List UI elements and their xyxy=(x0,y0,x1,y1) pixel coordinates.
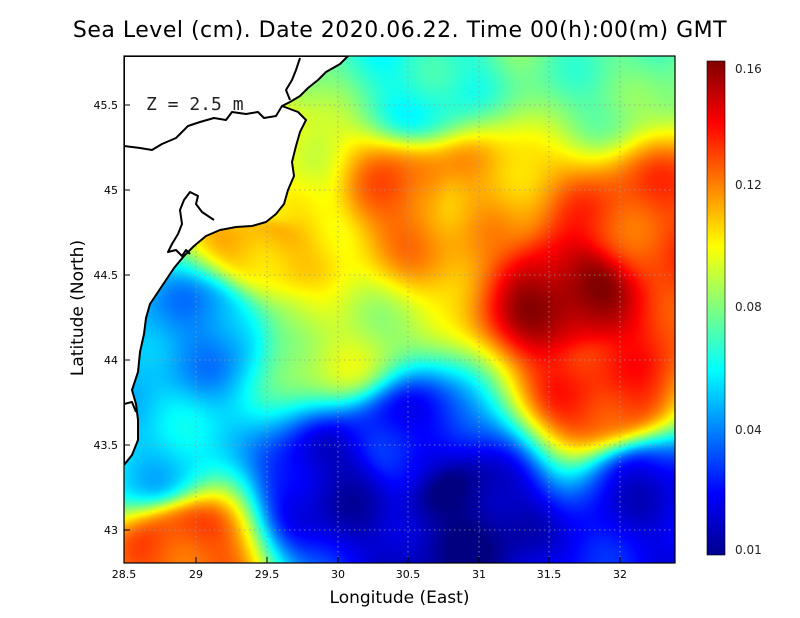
coastline xyxy=(167,191,215,257)
coastline xyxy=(285,57,301,101)
depth-annotation: Z = 2.5 m xyxy=(146,94,244,115)
x-axis: 28.5 29 29.5 30 30.5 31 31.5 32 xyxy=(112,557,627,581)
x-tick-label: 29.5 xyxy=(255,568,280,581)
plot-frame xyxy=(123,55,676,564)
land-mask xyxy=(124,56,349,466)
grid-lines xyxy=(124,56,675,563)
x-tick-label: 31 xyxy=(472,568,486,581)
coastline xyxy=(124,56,349,466)
x-tick-label: 30 xyxy=(331,568,345,581)
x-tick-label: 28.5 xyxy=(112,568,137,581)
y-tick-label: 45 xyxy=(104,184,118,197)
y-axis: 43 43.5 44 44.5 45 45.5 xyxy=(94,99,130,537)
colorbar: 0.16 0.12 0.08 0.04 0.01 xyxy=(706,60,762,557)
colorbar-tick-label: 0.04 xyxy=(735,423,762,437)
y-tick-label: 44.5 xyxy=(94,269,119,282)
coastline xyxy=(124,401,137,413)
y-tick-label: 45.5 xyxy=(94,99,119,112)
x-axis-label: Longitude (East) xyxy=(329,588,470,608)
y-axis-label: Latitude (North) xyxy=(68,239,88,377)
map-title: Sea Level (cm). Date 2020.06.22. Time 00… xyxy=(72,18,728,43)
y-tick-label: 44 xyxy=(104,354,118,367)
colorbar-tick-label: 0.12 xyxy=(735,178,762,192)
x-tick-label: 29 xyxy=(189,568,203,581)
coastline xyxy=(124,105,283,151)
x-tick-label: 30.5 xyxy=(396,568,421,581)
y-tick-label: 43 xyxy=(104,524,118,537)
y-tick-label: 43.5 xyxy=(94,439,119,452)
x-tick-label: 32 xyxy=(613,568,627,581)
colorbar-tick-label: 0.16 xyxy=(735,62,762,76)
colorbar-tick-label: 0.01 xyxy=(735,543,762,557)
colorbar-tick-label: 0.08 xyxy=(735,300,762,314)
colorbar-gradient xyxy=(706,60,726,556)
x-tick-label: 31.5 xyxy=(537,568,562,581)
